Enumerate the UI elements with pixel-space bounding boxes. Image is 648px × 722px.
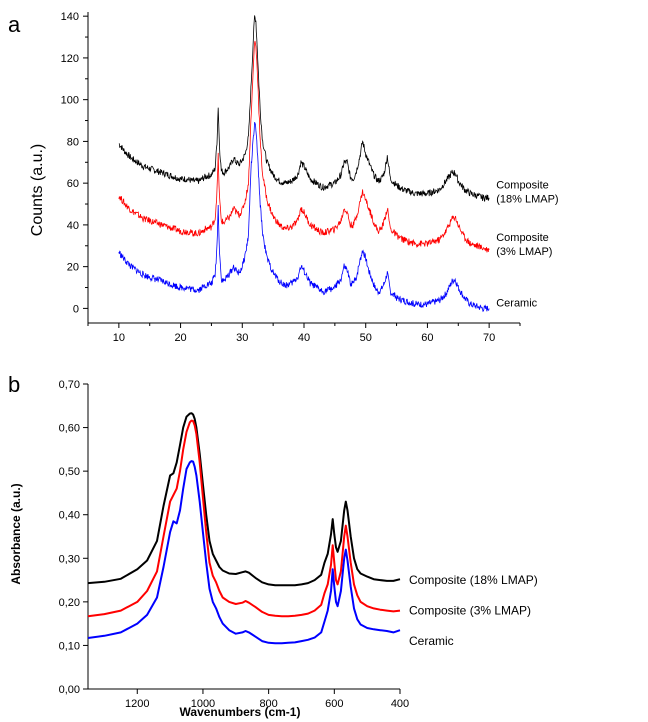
y-tick-label-a: 0 (73, 303, 79, 315)
series-line-a-0 (118, 15, 490, 203)
legend-label-b-0: Composite (18% LMAP) (409, 573, 538, 587)
y-axis-label-b: Absorbance (a.u.) (9, 483, 23, 584)
y-tick-label-a: 100 (61, 95, 79, 107)
y-tick-label-a: 140 (61, 11, 79, 23)
series-line-a-1 (118, 40, 490, 253)
x-tick-label-a: 50 (360, 332, 372, 344)
series-annotation-a-1: (3% LMAP) (496, 246, 552, 258)
panel-letter-a: a (8, 12, 21, 37)
series-a (118, 15, 490, 313)
legend-b: Composite (18% LMAP) Composite (3% LMAP) C… (409, 573, 538, 648)
x-tick-label-a: 60 (421, 332, 433, 344)
series-line-a-2 (118, 122, 490, 313)
y-tick-label-a: 120 (61, 53, 79, 65)
x-tick-label-a: 10 (113, 332, 125, 344)
x-tick-label-b: 400 (391, 698, 409, 710)
series-annotation-a-1: Composite (496, 232, 549, 244)
series-line-b-1 (87, 419, 401, 618)
y-tick-label-b: 0,60 (59, 423, 80, 435)
series-annotation-a-2: Ceramic (496, 297, 537, 309)
x-tick-label-b: 1000 (191, 698, 215, 710)
x-tick-label-a: 70 (483, 332, 495, 344)
x-tick-label-b: 800 (259, 698, 277, 710)
x-tick-label-b: 600 (325, 698, 343, 710)
series-b (87, 412, 401, 645)
x-tick-label-a: 20 (174, 332, 186, 344)
series-line-b-2 (87, 460, 401, 645)
y-tick-label-b: 0,70 (59, 379, 80, 391)
y-tick-label-a: 40 (67, 220, 79, 232)
x-tick-label-a: 40 (298, 332, 310, 344)
series-annotation-a-0: Composite (496, 180, 549, 192)
y-tick-label-a: 20 (67, 262, 79, 274)
series-line-b-0 (87, 412, 401, 587)
panel-b: b Absorbance (a.u.) Wavenumbers (cm-1) 0… (8, 372, 538, 719)
y-tick-label-b: 0,50 (59, 466, 80, 478)
panel-letter-b: b (8, 372, 20, 397)
y-tick-label-a: 80 (67, 136, 79, 148)
axes-b: 0,00 0,10 0,20 0,30 0,40 0,50 0,60 0,70 1200 1000… (59, 379, 410, 710)
legend-label-b-1: Composite (3% LMAP) (409, 604, 531, 618)
y-tick-label-b: 0,30 (59, 553, 80, 565)
panel-a: a Counts (a.u.) 0 20 40 60 80 100 120 140 10 20 30… (8, 11, 559, 344)
y-tick-label-a: 60 (67, 178, 79, 190)
y-tick-label-b: 0,00 (59, 684, 80, 696)
annotations-a: Composite (18% LMAP) Composite (3% LMAP) Cer… (496, 180, 558, 310)
x-tick-label-b: 1200 (125, 698, 149, 710)
y-axis-label-a: Counts (a.u.) (29, 144, 46, 236)
axes-a: 0 20 40 60 80 100 120 140 10 20 30 40 50 60 70 (61, 11, 521, 344)
x-tick-label-a: 30 (236, 332, 248, 344)
y-tick-label-b: 0,40 (59, 510, 80, 522)
y-tick-label-b: 0,10 (59, 640, 80, 652)
y-tick-label-b: 0,20 (59, 597, 80, 609)
legend-label-b-2: Ceramic (409, 634, 454, 648)
series-annotation-a-0: (18% LMAP) (496, 194, 558, 206)
x-axis-label-b: Wavenumbers (cm-1) (180, 705, 301, 719)
